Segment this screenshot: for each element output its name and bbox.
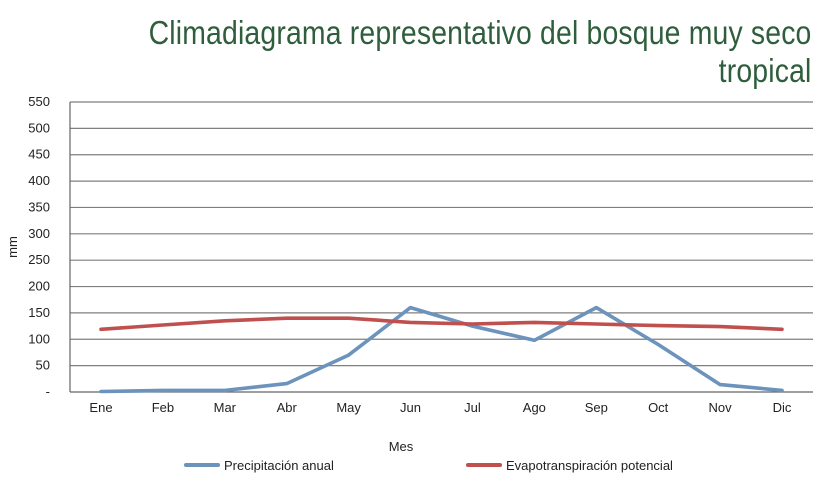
x-tick-label: May [336,400,361,415]
y-tick-label: 100 [28,331,50,346]
x-tick-labels: Ene Feb Mar Abr May Jun Jul Ago Sep Oct Nov Dic [89,400,791,415]
x-tick-label: Ene [89,400,112,415]
x-tick-label: Mar [214,400,237,415]
y-tick-label: 350 [28,199,50,214]
legend-item: Precipitación anual [184,458,334,473]
x-tick-label: Abr [277,400,298,415]
y-tick-label: 400 [28,173,50,188]
series-lines [99,305,784,394]
y-tick-label: - [46,384,50,399]
y-tick-label: 250 [28,252,50,267]
legend: Precipitación anual Evapotranspiración po… [184,458,673,473]
x-tick-label: Feb [152,400,174,415]
x-tick-label: Dic [773,400,792,415]
x-axis-label: Mes [389,439,414,454]
series-line-0 [99,305,784,394]
legend-item: Evapotranspiración potencial [466,458,673,473]
y-axis-label: mm [5,236,20,258]
legend-label: Evapotranspiración potencial [506,458,673,473]
y-tick-label: 500 [28,120,50,135]
y-tick-label: 550 [28,94,50,109]
chart-title: Climadiagrama representativo del bosque … [148,14,812,89]
y-tick-label: 450 [28,147,50,162]
x-tick-label: Ago [523,400,546,415]
series-line-1 [99,316,784,332]
legend-label: Precipitación anual [224,458,334,473]
x-tick-label: Nov [709,400,733,415]
x-tick-label: Jul [464,400,481,415]
y-tick-label: 200 [28,279,50,294]
y-tick-labels: - 50 100 150 200 250 300 350 400 450 500 550 [28,94,50,399]
x-tick-label: Jun [400,400,421,415]
x-tick-label: Sep [585,400,608,415]
y-tick-label: 300 [28,226,50,241]
y-tick-label: 150 [28,305,50,320]
gridlines [69,101,813,393]
x-tick-label: Oct [648,400,669,415]
y-tick-label: 50 [36,358,50,373]
